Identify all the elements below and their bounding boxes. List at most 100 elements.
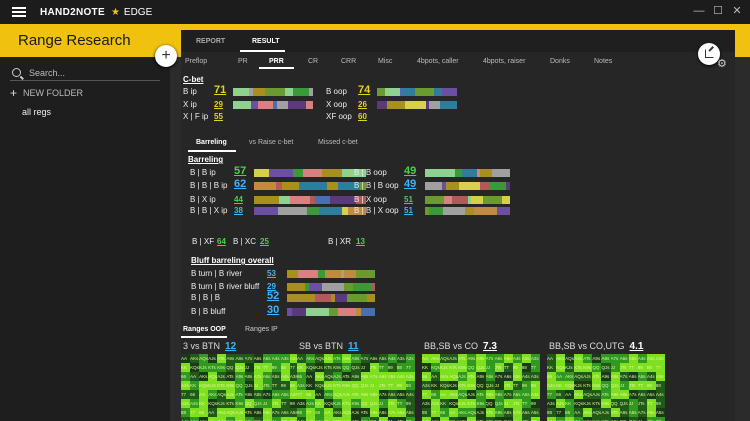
range-cell[interactable]: A2s xyxy=(190,399,200,408)
range-cell[interactable]: JJ xyxy=(637,417,647,421)
share-button[interactable] xyxy=(698,43,720,65)
range-cell[interactable]: AJs xyxy=(351,408,361,417)
range-cell[interactable]: A6s xyxy=(637,390,647,399)
range-cell[interactable]: A2s xyxy=(530,354,540,363)
range-cell[interactable]: A8s xyxy=(378,408,388,417)
tab-4bpots-caller[interactable]: 4bpots, caller xyxy=(417,58,459,65)
range-cell[interactable]: A9s xyxy=(351,372,361,381)
xr-value[interactable]: 13 xyxy=(356,237,365,246)
range-cell[interactable]: 99 xyxy=(655,399,665,408)
range-cell[interactable]: 66 xyxy=(556,390,566,399)
range-cell[interactable]: KK xyxy=(449,417,459,421)
range-cell[interactable]: A4s xyxy=(297,417,307,421)
range-cell[interactable]: TT xyxy=(262,363,272,372)
range-cell[interactable]: KTs xyxy=(476,417,486,421)
range-cell[interactable]: A8s xyxy=(244,372,254,381)
range-cell[interactable]: A3s xyxy=(556,417,566,421)
range-cell[interactable]: A7s xyxy=(494,372,504,381)
range-cell[interactable]: K9s xyxy=(583,363,593,372)
range-cell[interactable]: 77 xyxy=(297,390,307,399)
range-cell[interactable]: ATs xyxy=(485,408,495,417)
range-cell[interactable]: QQ xyxy=(351,381,361,390)
range-cell[interactable]: KQs xyxy=(583,417,593,421)
range-cell[interactable]: KK xyxy=(556,381,566,390)
range-cell[interactable]: A4s xyxy=(289,390,299,399)
range-cell[interactable]: QQ xyxy=(235,381,245,390)
range-cell[interactable]: A6s xyxy=(253,354,263,363)
range-cell[interactable]: JJ xyxy=(387,417,397,421)
range-cell[interactable]: QJs xyxy=(503,417,513,421)
range-cell[interactable]: KK xyxy=(574,417,584,421)
bluff-3-value[interactable]: 30 xyxy=(267,304,280,316)
range-cell[interactable]: AA xyxy=(449,408,459,417)
range-cell[interactable]: 99 xyxy=(530,399,540,408)
range-cell[interactable]: AA xyxy=(547,354,557,363)
range-cell[interactable]: AA xyxy=(306,372,316,381)
range-title-value[interactable]: 11 xyxy=(348,341,359,352)
range-cell[interactable]: TT xyxy=(405,417,415,421)
range-cell[interactable]: QJs xyxy=(262,417,272,421)
range-cell[interactable]: A6s xyxy=(280,408,290,417)
range-cell[interactable]: TT xyxy=(503,363,513,372)
range-cell[interactable]: A3s xyxy=(190,417,200,421)
range-cell[interactable]: 66 xyxy=(440,408,450,417)
range-cell[interactable]: A2s xyxy=(431,399,441,408)
range-cell[interactable]: KTs xyxy=(583,381,593,390)
range-cell[interactable]: 88 xyxy=(646,363,656,372)
range-cell[interactable]: A7s xyxy=(512,408,522,417)
range-cell[interactable]: KTs xyxy=(467,399,477,408)
range-cell[interactable]: A8s xyxy=(485,372,495,381)
tab-ranges-oop[interactable]: Ranges OOP xyxy=(183,326,226,333)
range-cell[interactable]: K9s xyxy=(485,417,495,421)
range-cell[interactable]: KK xyxy=(422,363,432,372)
range-cell[interactable]: AA xyxy=(565,390,575,399)
range-cell[interactable]: AQs xyxy=(199,354,209,363)
tab-misc[interactable]: Misc xyxy=(378,58,393,65)
range-cell[interactable]: KQs xyxy=(333,417,343,421)
range-cell[interactable]: A5s xyxy=(646,390,656,399)
range-cell[interactable]: A2s xyxy=(405,354,415,363)
range-cell[interactable]: A7s xyxy=(262,390,272,399)
range-cell[interactable]: 66 xyxy=(431,390,441,399)
range-cell[interactable]: KJs xyxy=(583,399,593,408)
range-cell[interactable]: AA xyxy=(199,390,209,399)
range-cell[interactable]: KJs xyxy=(449,381,459,390)
range-cell[interactable]: A5s xyxy=(521,390,531,399)
range-cell[interactable]: JTs xyxy=(512,399,522,408)
range-cell[interactable]: A3s xyxy=(422,399,432,408)
range-cell[interactable]: A8s xyxy=(619,390,629,399)
range-cell[interactable]: AJs xyxy=(574,354,584,363)
tab-notes[interactable]: Notes xyxy=(594,58,613,65)
range-cell[interactable]: A5s xyxy=(503,354,513,363)
range-cell[interactable]: AJs xyxy=(449,354,459,363)
barrel-left-2-value[interactable]: 44 xyxy=(234,195,243,204)
range-cell[interactable]: QJs xyxy=(610,381,620,390)
range-cell[interactable]: A9s xyxy=(226,354,236,363)
range-cell[interactable]: A8s xyxy=(628,408,638,417)
range-cell[interactable]: ATs xyxy=(583,354,593,363)
range-cell[interactable]: KQs xyxy=(565,381,575,390)
range-cell[interactable]: KQs xyxy=(199,381,209,390)
range-cell[interactable]: JJ xyxy=(512,417,522,421)
range-cell[interactable]: AQs xyxy=(324,372,334,381)
range-cell[interactable]: KJs xyxy=(592,417,602,421)
range-cell[interactable]: JJ xyxy=(378,399,388,408)
range-cell[interactable]: JTs xyxy=(521,417,531,421)
range-cell[interactable]: ATs xyxy=(360,408,370,417)
range-cell[interactable]: KJs xyxy=(199,363,209,372)
new-folder-button[interactable]: + NEW FOLDER xyxy=(10,86,83,100)
range-cell[interactable]: TT xyxy=(655,417,665,421)
range-cell[interactable]: AKs xyxy=(458,408,468,417)
range-cell[interactable]: A9s xyxy=(494,408,504,417)
range-cell[interactable]: QJs xyxy=(253,399,263,408)
range-cell[interactable]: QQ xyxy=(592,363,602,372)
range-cell[interactable]: KTs xyxy=(208,363,218,372)
range-cell[interactable]: ATs xyxy=(244,408,254,417)
range-cell[interactable]: A7s xyxy=(637,408,647,417)
range-cell[interactable]: QQ xyxy=(494,417,504,421)
range-cell[interactable]: A6s xyxy=(619,354,629,363)
range-cell[interactable]: ATs xyxy=(476,390,486,399)
range-cell[interactable]: 88 xyxy=(422,408,432,417)
tab-missed-cbet[interactable]: Missed c-bet xyxy=(318,139,358,146)
range-cell[interactable]: ATs xyxy=(601,390,611,399)
